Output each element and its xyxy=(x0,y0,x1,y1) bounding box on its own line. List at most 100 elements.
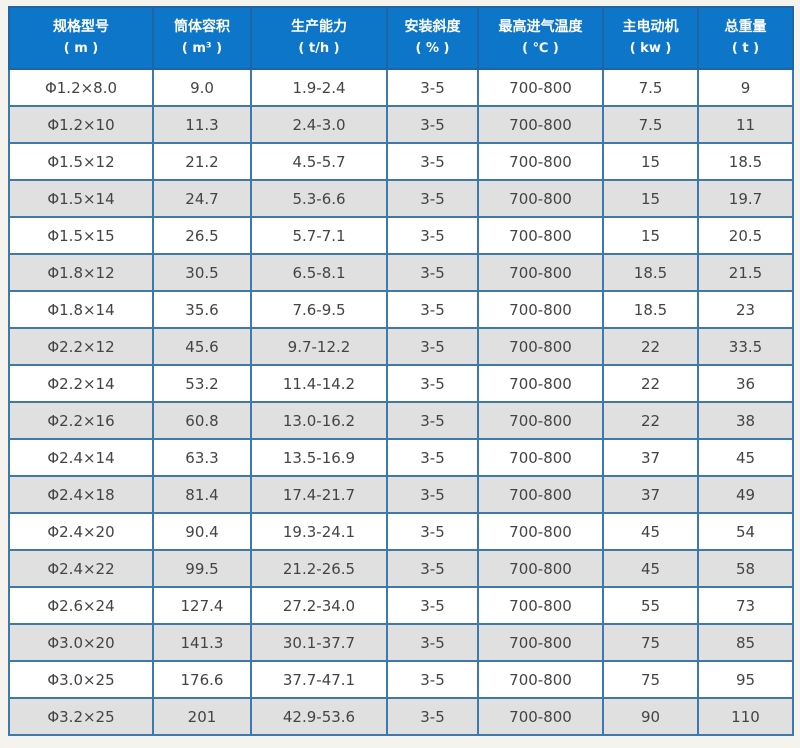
table-row: Φ3.0×20 141.3 30.1-37.7 3-5 700-800 75 85 xyxy=(8,623,794,662)
table-row: Φ1.8×12 30.5 6.5-8.1 3-5 700-800 18.5 21.5 xyxy=(8,253,794,292)
column-unit: ( t/h ) xyxy=(298,40,340,56)
column-title: 规格型号 xyxy=(53,19,109,36)
table-cell: 22 xyxy=(602,364,699,403)
column-unit: ( m ) xyxy=(63,40,99,56)
column-header-max-inlet-air-temperature: 最高进气温度 ( ℃ ) xyxy=(477,6,604,70)
table-cell: 700-800 xyxy=(477,105,604,144)
column-unit: ( t ) xyxy=(731,40,760,56)
table-cell: Φ1.8×12 xyxy=(8,253,154,292)
table-cell: Φ1.5×12 xyxy=(8,142,154,181)
column-header-production-capacity: 生产能力 ( t/h ) xyxy=(250,6,388,70)
table-cell: 30.1-37.7 xyxy=(250,623,388,662)
table-cell: 22 xyxy=(602,401,699,440)
table-cell: 33.5 xyxy=(697,327,794,366)
table-row: Φ1.2×10 11.3 2.4-3.0 3-5 700-800 7.5 11 xyxy=(8,105,794,144)
table-cell: 15 xyxy=(602,179,699,218)
spec-table-header: 规格型号 ( m ) 筒体容积 ( m³ ) 生产能力 ( t/h ) 安装斜度… xyxy=(8,6,794,70)
table-cell: 201 xyxy=(152,697,252,736)
table-cell: 700-800 xyxy=(477,401,604,440)
table-cell: 700-800 xyxy=(477,475,604,514)
table-cell: 3-5 xyxy=(386,327,479,366)
table-cell: 700-800 xyxy=(477,438,604,477)
table-cell: 15 xyxy=(602,142,699,181)
table-cell: 21.5 xyxy=(697,253,794,292)
table-cell: 37 xyxy=(602,438,699,477)
table-cell: 700-800 xyxy=(477,327,604,366)
table-cell: 21.2 xyxy=(152,142,252,181)
column-title: 最高进气温度 xyxy=(498,19,583,36)
table-cell: 4.5-5.7 xyxy=(250,142,388,181)
table-row: Φ1.2×8.0 9.0 1.9-2.4 3-5 700-800 7.5 9 xyxy=(8,68,794,107)
table-cell: 30.5 xyxy=(152,253,252,292)
table-cell: 26.5 xyxy=(152,216,252,255)
table-cell: Φ2.4×18 xyxy=(8,475,154,514)
table-cell: 700-800 xyxy=(477,68,604,107)
table-cell: 700-800 xyxy=(477,364,604,403)
table-cell: Φ2.2×14 xyxy=(8,364,154,403)
column-unit: ( m³ ) xyxy=(181,40,223,56)
table-cell: 49 xyxy=(697,475,794,514)
table-cell: Φ1.8×14 xyxy=(8,290,154,329)
table-cell: 75 xyxy=(602,623,699,662)
table-row: Φ3.2×25 201 42.9-53.6 3-5 700-800 90 110 xyxy=(8,697,794,736)
table-cell: 3-5 xyxy=(386,586,479,625)
table-row: Φ2.4×14 63.3 13.5-16.9 3-5 700-800 37 45 xyxy=(8,438,794,477)
table-cell: Φ1.2×10 xyxy=(8,105,154,144)
table-cell: 3-5 xyxy=(386,105,479,144)
table-cell: 1.9-2.4 xyxy=(250,68,388,107)
table-row: Φ1.8×14 35.6 7.6-9.5 3-5 700-800 18.5 23 xyxy=(8,290,794,329)
table-cell: 20.5 xyxy=(697,216,794,255)
table-cell: 11 xyxy=(697,105,794,144)
column-title: 总重量 xyxy=(724,19,767,36)
table-cell: 63.3 xyxy=(152,438,252,477)
table-cell: 3-5 xyxy=(386,253,479,292)
table-row: Φ2.4×22 99.5 21.2-26.5 3-5 700-800 45 58 xyxy=(8,549,794,588)
table-cell: 9 xyxy=(697,68,794,107)
table-cell: 60.8 xyxy=(152,401,252,440)
column-header-spec-model: 规格型号 ( m ) xyxy=(8,6,154,70)
table-cell: 73 xyxy=(697,586,794,625)
table-cell: 37.7-47.1 xyxy=(250,660,388,699)
column-title: 筒体容积 xyxy=(174,19,230,36)
table-cell: 700-800 xyxy=(477,697,604,736)
table-cell: Φ2.4×20 xyxy=(8,512,154,551)
table-cell: 176.6 xyxy=(152,660,252,699)
table-cell: 700-800 xyxy=(477,549,604,588)
table-cell: 90 xyxy=(602,697,699,736)
table-cell: 19.7 xyxy=(697,179,794,218)
table-cell: 21.2-26.5 xyxy=(250,549,388,588)
table-cell: 6.5-8.1 xyxy=(250,253,388,292)
table-cell: 127.4 xyxy=(152,586,252,625)
table-cell: 700-800 xyxy=(477,216,604,255)
table-cell: 700-800 xyxy=(477,512,604,551)
table-cell: Φ3.2×25 xyxy=(8,697,154,736)
table-cell: 3-5 xyxy=(386,549,479,588)
column-unit: ( % ) xyxy=(415,40,450,56)
table-cell: 700-800 xyxy=(477,660,604,699)
table-cell: 81.4 xyxy=(152,475,252,514)
table-cell: 3-5 xyxy=(386,68,479,107)
table-cell: 17.4-21.7 xyxy=(250,475,388,514)
table-cell: 2.4-3.0 xyxy=(250,105,388,144)
table-cell: 700-800 xyxy=(477,586,604,625)
column-title: 安装斜度 xyxy=(404,19,461,36)
column-unit: ( kw ) xyxy=(629,40,672,56)
table-cell: 90.4 xyxy=(152,512,252,551)
table-cell: Φ2.4×14 xyxy=(8,438,154,477)
table-cell: 18.5 xyxy=(697,142,794,181)
table-row: Φ2.2×16 60.8 13.0-16.2 3-5 700-800 22 38 xyxy=(8,401,794,440)
table-row: Φ2.2×14 53.2 11.4-14.2 3-5 700-800 22 36 xyxy=(8,364,794,403)
table-cell: 85 xyxy=(697,623,794,662)
table-cell: Φ2.4×22 xyxy=(8,549,154,588)
table-cell: 3-5 xyxy=(386,179,479,218)
table-cell: 9.7-12.2 xyxy=(250,327,388,366)
table-cell: 3-5 xyxy=(386,216,479,255)
table-cell: 5.7-7.1 xyxy=(250,216,388,255)
table-cell: 3-5 xyxy=(386,475,479,514)
table-cell: 3-5 xyxy=(386,142,479,181)
spec-table: 规格型号 ( m ) 筒体容积 ( m³ ) 生产能力 ( t/h ) 安装斜度… xyxy=(8,6,794,736)
column-unit: ( ℃ ) xyxy=(522,40,559,56)
table-row: Φ1.5×14 24.7 5.3-6.6 3-5 700-800 15 19.7 xyxy=(8,179,794,218)
table-cell: 55 xyxy=(602,586,699,625)
